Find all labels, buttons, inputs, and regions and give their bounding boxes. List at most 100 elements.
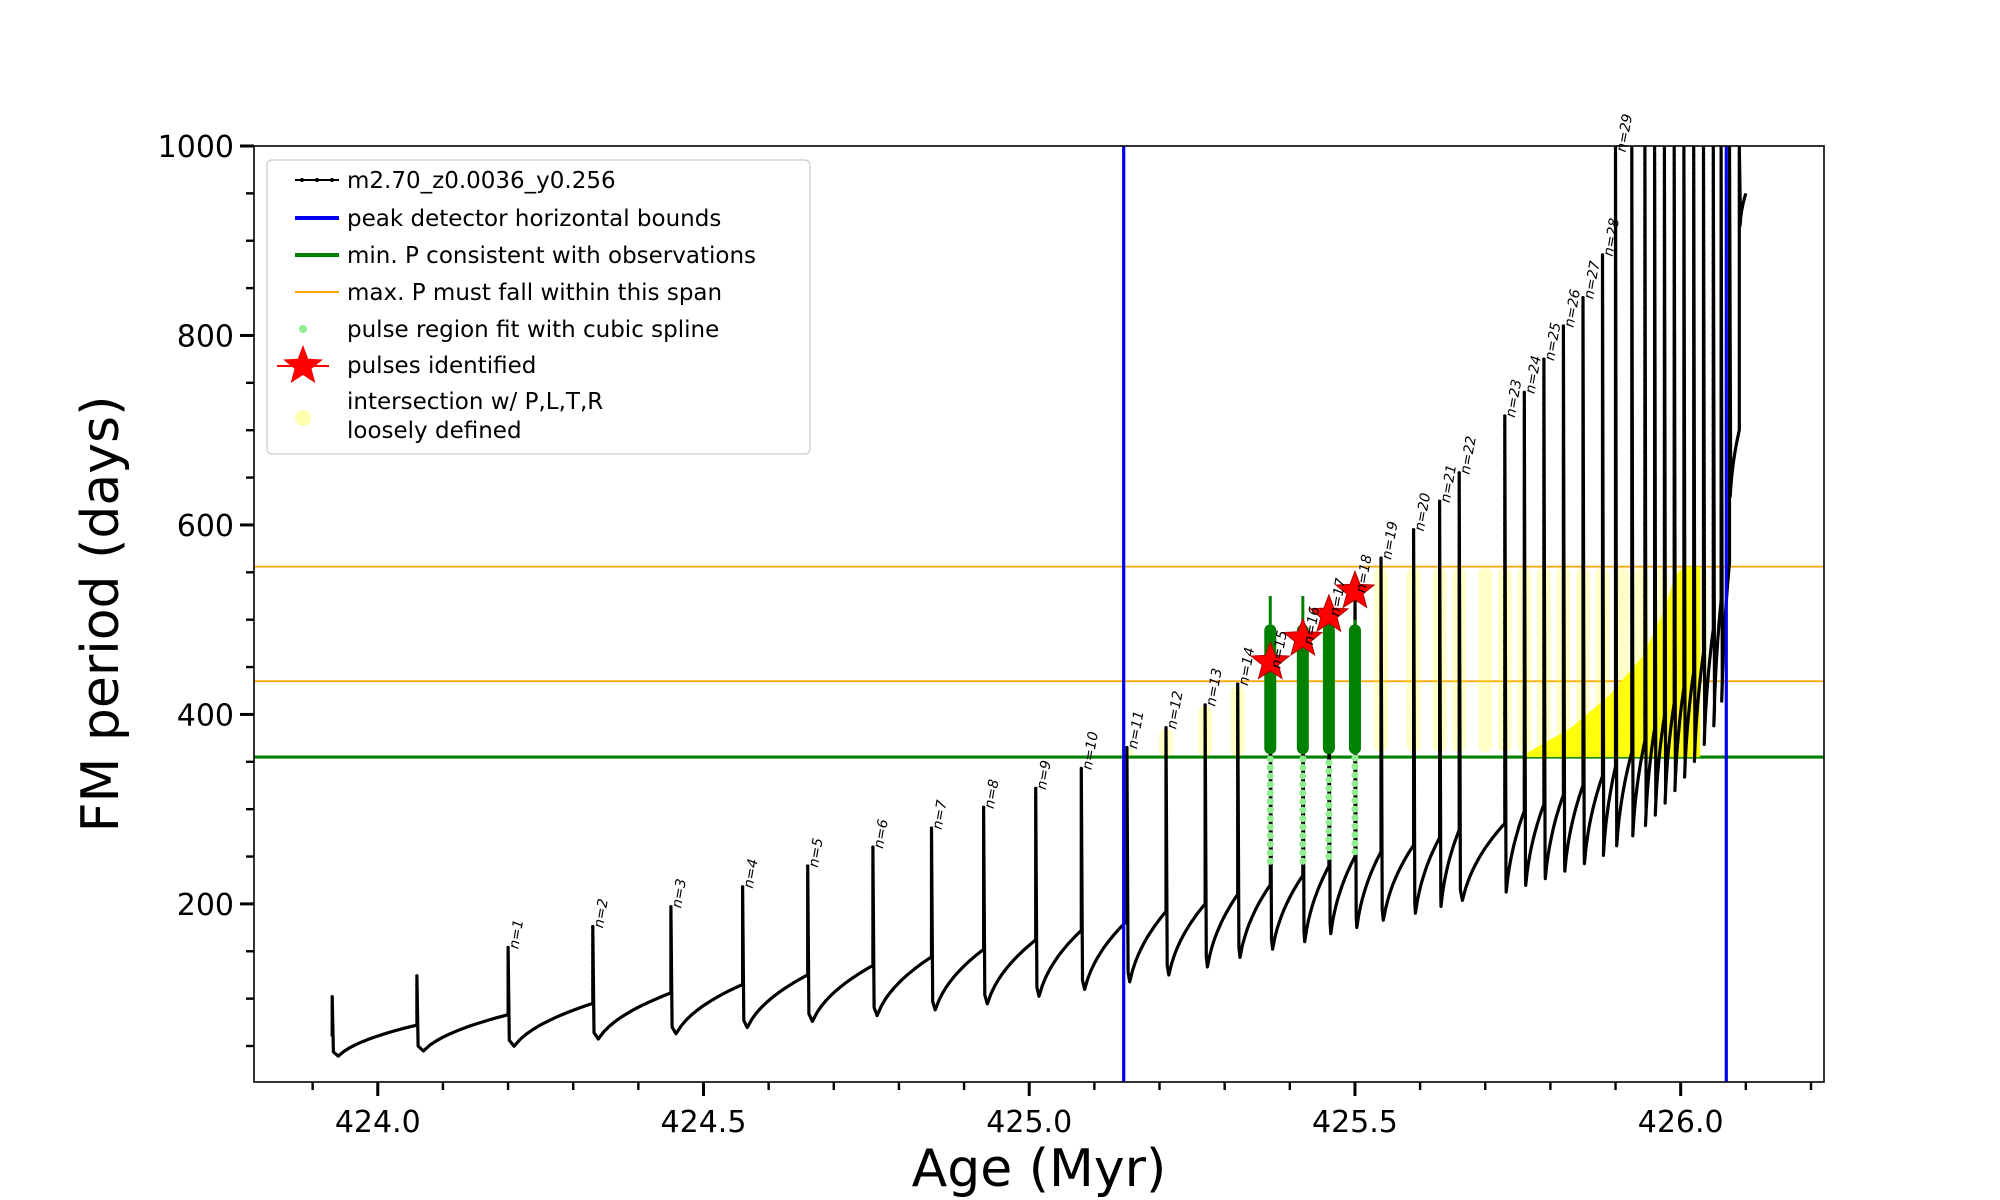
pulse-label: n=13 <box>1203 667 1225 708</box>
track-marker <box>1438 634 1442 638</box>
track-marker <box>1411 528 1416 532</box>
track-marker <box>1692 567 1696 571</box>
track-marker <box>871 908 875 912</box>
track-marker <box>1438 670 1442 674</box>
track-marker <box>1682 648 1686 652</box>
track-marker <box>1711 549 1715 553</box>
track-marker <box>1630 162 1634 166</box>
track-marker <box>1682 513 1686 517</box>
track-marker <box>1643 180 1647 184</box>
track-marker <box>1630 378 1634 382</box>
track-marker <box>1672 612 1676 616</box>
track-marker <box>1581 529 1585 534</box>
track-marker <box>1692 243 1696 247</box>
track-marker <box>1653 486 1657 490</box>
track-marker <box>1203 748 1207 752</box>
track-marker <box>1581 754 1585 759</box>
track-marker <box>1034 804 1038 808</box>
track-marker <box>1630 540 1634 544</box>
track-marker <box>1581 502 1585 507</box>
track-marker <box>1711 189 1715 193</box>
track-marker <box>1701 468 1706 472</box>
track-marker <box>1701 378 1706 382</box>
track-marker <box>1613 630 1618 634</box>
track-marker <box>1682 387 1686 391</box>
track-marker <box>1203 775 1207 779</box>
track-marker <box>1457 750 1461 754</box>
track-marker <box>1662 450 1666 454</box>
track-marker <box>1682 639 1686 643</box>
track-marker <box>1522 597 1526 601</box>
track-marker <box>1653 333 1657 337</box>
track-marker <box>669 923 673 927</box>
track-marker <box>1727 405 1732 409</box>
track-marker <box>1682 540 1686 544</box>
track-marker <box>1522 696 1526 700</box>
track-marker <box>1203 892 1207 896</box>
track-marker <box>1682 405 1686 409</box>
track-marker <box>1561 513 1566 517</box>
track-marker <box>1236 781 1240 785</box>
track-marker <box>1600 676 1605 680</box>
track-marker <box>1672 234 1676 238</box>
track-marker <box>1692 621 1696 625</box>
track-marker <box>1643 477 1647 481</box>
track-marker <box>1682 621 1686 625</box>
track-marker <box>1692 252 1696 256</box>
track-marker <box>1719 360 1723 364</box>
track-marker <box>1125 844 1129 849</box>
track-marker <box>1203 865 1207 869</box>
track-marker <box>1719 540 1723 544</box>
track-marker <box>1522 570 1526 574</box>
track-marker <box>1719 378 1723 382</box>
spline-region-dot <box>1299 832 1307 840</box>
track-marker <box>1542 780 1546 784</box>
track-marker <box>1411 546 1416 550</box>
track-marker <box>1692 234 1696 238</box>
track-marker <box>1613 693 1618 697</box>
y-axis-title: FM period (days) <box>71 396 131 833</box>
track-marker <box>1236 682 1240 686</box>
track-marker <box>1719 495 1723 499</box>
track-marker <box>1438 688 1442 692</box>
track-marker <box>415 974 419 978</box>
track-marker <box>1379 619 1383 623</box>
track-marker <box>1503 756 1507 760</box>
pulse-label: n=5 <box>806 837 827 869</box>
track-marker <box>1711 459 1715 463</box>
track-marker <box>1613 414 1618 418</box>
track-marker <box>1682 162 1686 166</box>
track-marker <box>1503 747 1507 751</box>
track-marker <box>806 918 810 922</box>
track-marker <box>982 877 986 881</box>
spline-region-dot <box>1266 763 1274 771</box>
pulse-label: n=23 <box>1503 378 1525 419</box>
spline-region-dot <box>1325 801 1333 809</box>
track-marker <box>1662 360 1666 364</box>
track-marker <box>1692 477 1696 481</box>
track-marker <box>1630 693 1634 697</box>
track-marker <box>1236 844 1240 848</box>
track-marker <box>1503 459 1507 463</box>
track-marker <box>1581 574 1585 579</box>
legend-item-spline: pulse region fit with cubic spline <box>299 317 719 343</box>
track-marker <box>1719 180 1723 184</box>
track-marker <box>1719 486 1723 490</box>
pulse-label: n=18 <box>1353 553 1375 594</box>
track-marker <box>1613 468 1618 472</box>
track-marker <box>1653 189 1657 193</box>
spline-region-dot <box>1266 815 1274 823</box>
track-marker <box>982 868 986 872</box>
track-marker <box>1672 189 1676 193</box>
track-marker <box>1503 414 1507 418</box>
spline-region-dot <box>1266 781 1274 789</box>
pulse-label: n=19 <box>1379 520 1401 561</box>
track-marker <box>1236 835 1240 839</box>
track-marker <box>1079 838 1083 843</box>
track-marker <box>1672 396 1676 400</box>
track-marker <box>1613 279 1618 283</box>
x-axis-title: Age (Myr) <box>912 1139 1167 1199</box>
track-marker <box>1600 361 1605 365</box>
track-marker <box>1701 531 1706 535</box>
track-marker <box>1701 432 1706 436</box>
